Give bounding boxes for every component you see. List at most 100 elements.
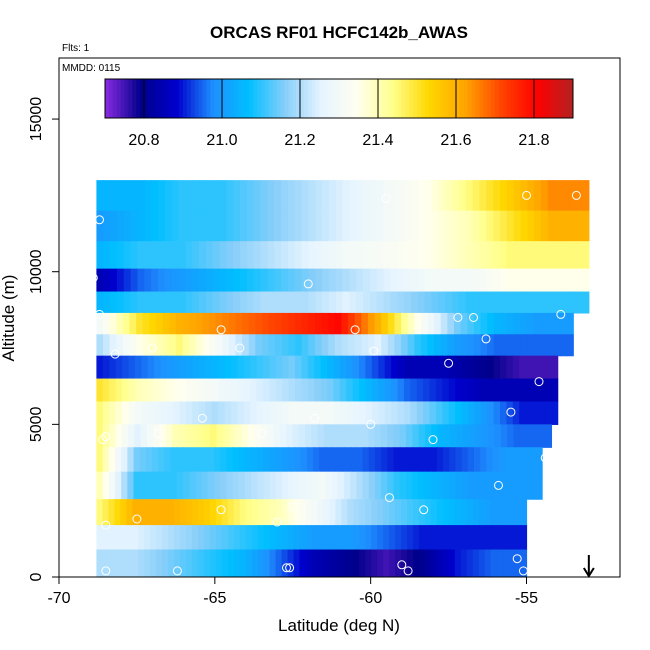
field-cell [493, 312, 501, 335]
field-cell [479, 210, 487, 242]
field-cell [454, 499, 462, 526]
colorbar-segment [183, 79, 188, 118]
field-cell [349, 241, 357, 270]
field-cell [333, 355, 341, 380]
field-cell [534, 291, 542, 314]
field-cell [487, 378, 495, 403]
field-cell [192, 291, 200, 314]
field-cell [260, 268, 268, 293]
colorbar-segment [147, 79, 153, 118]
colorbar-segment [296, 79, 301, 118]
field-cell [110, 268, 118, 293]
field-cell [519, 355, 527, 380]
field-cell [445, 241, 453, 270]
field-cell [304, 424, 312, 448]
field-cell [149, 334, 157, 357]
field-cell [178, 180, 186, 212]
field-cell [484, 549, 492, 577]
field-cell [164, 268, 173, 293]
field-cell [141, 401, 149, 425]
colorbar-segment [522, 79, 527, 118]
field-cell [246, 268, 255, 293]
field-cell [500, 401, 508, 425]
field-cell [508, 499, 516, 526]
field-cell [166, 378, 174, 403]
field-cell [164, 180, 173, 212]
field-cell [137, 180, 145, 212]
field-cell [354, 312, 362, 335]
field-cell [480, 401, 488, 425]
field-cell [121, 424, 129, 448]
field-cell [317, 499, 324, 526]
field-cell [123, 268, 132, 293]
field-cell [136, 334, 144, 357]
field-cell [237, 401, 245, 425]
field-cell [430, 471, 438, 500]
field-cell [114, 447, 122, 473]
field-cell [191, 549, 199, 577]
field-cell [96, 312, 104, 335]
observation-point [216, 325, 226, 335]
field-cell [500, 378, 508, 403]
field-cell [519, 378, 527, 403]
field-cell [374, 312, 382, 335]
field-cell [171, 180, 180, 212]
field-cell [295, 378, 303, 403]
field-cell [469, 424, 477, 448]
colorbar-segment [495, 79, 500, 118]
field-cell [369, 241, 378, 270]
field-cell [454, 549, 462, 577]
field-cell [128, 378, 136, 403]
field-cell [493, 180, 501, 212]
field-cell [341, 312, 349, 335]
field-cell [525, 378, 533, 403]
field-cell [207, 471, 215, 500]
field-cell [412, 447, 419, 473]
field-cell [467, 334, 475, 357]
colorbar-segment [241, 79, 246, 118]
field-cell [438, 180, 446, 212]
field-cell [293, 549, 301, 577]
field-cell [361, 312, 369, 335]
field-cell [472, 549, 480, 577]
field-cell [115, 355, 123, 380]
field-cell [362, 471, 370, 500]
field-cell [180, 549, 187, 577]
field-cell [203, 499, 211, 526]
field-cell [405, 447, 413, 473]
colorbar-segment [128, 79, 133, 118]
observation-point [88, 273, 98, 283]
field-cell [513, 210, 522, 242]
colorbar-segment [471, 79, 476, 118]
field-cell [144, 268, 152, 293]
field-cell [339, 355, 347, 380]
field-cell [262, 401, 270, 425]
field-cell [461, 471, 469, 500]
observation-point [397, 560, 407, 570]
observation-point [101, 520, 111, 530]
field-cell [240, 241, 248, 270]
field-cell [339, 378, 347, 403]
field-cell [377, 499, 384, 526]
field-cell [472, 525, 480, 551]
field-cell [210, 424, 218, 448]
field-cell [508, 549, 516, 577]
field-cell [306, 447, 314, 473]
field-cell [355, 424, 363, 448]
field-cell [363, 241, 371, 270]
colorbar-segment [537, 79, 543, 118]
field-cell [393, 471, 401, 500]
field-cell [301, 312, 309, 335]
colorbar-segment [405, 79, 410, 118]
field-cell [369, 268, 378, 293]
field-cell [130, 241, 139, 270]
colorbar-segment [526, 79, 531, 118]
field-cell [96, 334, 104, 357]
field-cell [220, 471, 227, 500]
field-cell [363, 268, 371, 293]
field-cell [233, 268, 241, 293]
field-cell [185, 180, 193, 212]
field-cell [337, 471, 345, 500]
field-cell [575, 268, 583, 293]
